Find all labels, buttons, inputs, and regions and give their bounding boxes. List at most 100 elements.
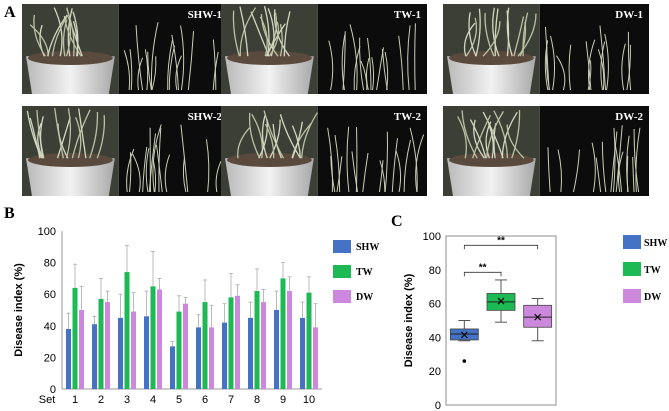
- mean-marker: [497, 297, 505, 305]
- bar-dw: [209, 327, 214, 389]
- y-tick-label: 60: [44, 289, 56, 301]
- bar-dw: [183, 303, 188, 389]
- significance-bracket: [463, 271, 502, 277]
- box-dw: [523, 298, 553, 342]
- y-tick-label: 100: [423, 231, 441, 243]
- photo-dark-background: [317, 4, 427, 94]
- photo-dw-2: DW-2: [443, 106, 649, 196]
- legend-swatch-dw: [333, 290, 351, 303]
- y-tick-label: 20: [429, 366, 441, 378]
- x-tick-label: 8: [254, 394, 260, 406]
- pot-shape: [447, 158, 536, 196]
- plant-stems: [457, 109, 525, 159]
- photo-tw-1: TW-1: [221, 4, 427, 94]
- x-tick-label: 2: [98, 394, 104, 406]
- photo-shw-2: SHW-2: [22, 106, 228, 196]
- photo-label: DW-2: [615, 111, 643, 123]
- bar-dw: [105, 302, 110, 389]
- photo-dw-1: DW-1: [443, 4, 649, 94]
- plant-stems: [26, 107, 106, 159]
- legend-swatch-tw: [623, 262, 641, 276]
- extracted-plants: [328, 23, 416, 91]
- x-axis-prefix: Set: [39, 394, 56, 406]
- x-tick-label: 9: [280, 394, 286, 406]
- photo-label: TW-1: [394, 9, 421, 21]
- pot-shape: [447, 56, 536, 94]
- mean-marker: [534, 313, 542, 321]
- legend-label-tw: TW: [644, 265, 661, 276]
- extracted-plants: [327, 126, 425, 193]
- mean-marker: [460, 331, 468, 339]
- plant-stems: [463, 7, 537, 57]
- legend-swatch-shw: [623, 235, 641, 249]
- bar-dw: [131, 311, 136, 389]
- bar-shw: [66, 328, 71, 389]
- extracted-plants: [547, 125, 641, 193]
- bar-tw: [124, 272, 130, 389]
- bar-shw: [170, 346, 175, 389]
- pot-shape: [225, 56, 314, 94]
- bar-tw: [306, 292, 312, 389]
- panel-b-bar-chart: B 0 20 40 60 80 100 Disease index (%) 1 2 3 4 5 6 7 8 9 1…: [4, 205, 379, 406]
- plant-stems: [232, 5, 291, 57]
- y-tick-label: 40: [429, 332, 441, 344]
- panel-c-letter: C: [391, 213, 403, 230]
- y-tick-label: 80: [429, 265, 441, 277]
- legend-label-tw: TW: [356, 267, 373, 278]
- box-shw: [449, 320, 479, 363]
- bar-dw: [79, 310, 84, 389]
- panel-c-box-plot: C 0 20 40 60 80 100 Disease index (%) ** ** SHW TW D…: [391, 213, 667, 411]
- bar-tw: [228, 297, 234, 389]
- x-tick-label: 5: [176, 394, 182, 406]
- photo-dark-background: [317, 106, 427, 196]
- x-tick-label: 7: [228, 394, 234, 406]
- bar-shw: [248, 317, 253, 389]
- bar-tw: [280, 278, 286, 389]
- pot-shape: [225, 158, 314, 196]
- legend-label-dw: DW: [356, 292, 373, 303]
- soil-shape: [28, 51, 113, 65]
- outlier-point: [462, 359, 467, 363]
- legend-label-dw: DW: [644, 292, 661, 303]
- photo-label: DW-1: [615, 9, 643, 21]
- x-tick-label: 4: [150, 394, 156, 406]
- extracted-plants: [544, 25, 632, 91]
- bar-shw: [144, 316, 149, 389]
- photo-label: SHW-2: [188, 111, 223, 123]
- y-tick-label: 60: [429, 299, 441, 311]
- bar-tw: [176, 311, 182, 389]
- extracted-plants: [123, 22, 219, 91]
- photo-shw-1: SHW-1: [22, 4, 228, 94]
- x-tick-label: 10: [303, 394, 315, 406]
- soil-shape: [28, 153, 113, 167]
- plot-area-frame: [445, 235, 557, 406]
- box-tw: [486, 279, 516, 323]
- pot-shape: [26, 158, 115, 196]
- legend-swatch-shw: [333, 240, 351, 253]
- y-tick-label: 40: [44, 321, 56, 333]
- y-axis-title: Disease index (%): [13, 263, 25, 357]
- photo-tw-2: TW-2: [221, 106, 427, 196]
- bar-dw: [157, 289, 162, 389]
- x-tick-label: 3: [124, 394, 130, 406]
- significance-label: **: [497, 235, 505, 246]
- bar-tw: [72, 287, 78, 389]
- bar-shw: [118, 317, 123, 389]
- legend-label-shw: SHW: [644, 238, 667, 249]
- bar-shw: [274, 310, 279, 389]
- photo-label: SHW-1: [188, 9, 222, 21]
- panel-a-photos: SHW-1 TW-1 DW-1 SHW-2 TW-2 DW-2: [22, 4, 649, 196]
- y-tick-label: 80: [44, 258, 56, 270]
- bar-dw: [313, 327, 318, 389]
- bar-tw: [202, 302, 208, 389]
- bar-tw: [98, 298, 104, 389]
- bar-dw: [287, 291, 292, 389]
- x-tick-label: 6: [202, 394, 208, 406]
- bar-dw: [235, 295, 240, 389]
- legend-swatch-tw: [333, 265, 351, 278]
- significance-bracket: [463, 244, 539, 250]
- soil-shape: [227, 153, 312, 167]
- x-tick-label: 1: [72, 394, 78, 406]
- panel-a-letter: A: [4, 4, 16, 21]
- bar-shw: [92, 324, 97, 389]
